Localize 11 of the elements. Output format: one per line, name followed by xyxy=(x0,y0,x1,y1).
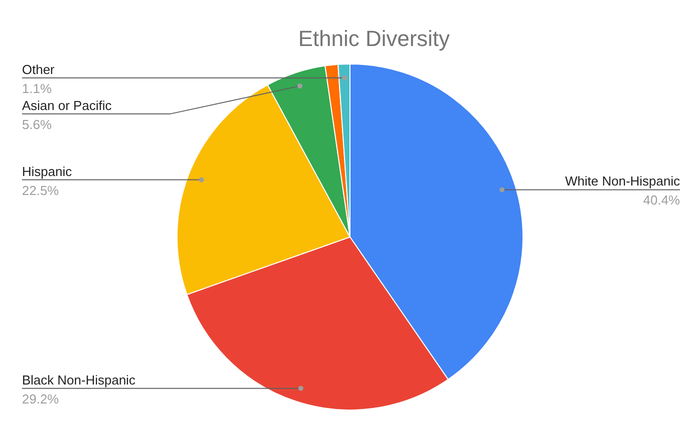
data-label: 1.1% xyxy=(22,80,52,96)
data-label: 40.4% xyxy=(643,192,680,208)
slice-label: Hispanic xyxy=(22,164,72,179)
slice-label: Black Non-Hispanic xyxy=(22,372,136,388)
data-label: 22.5% xyxy=(22,182,60,198)
data-label: 29.2% xyxy=(22,391,60,406)
chart-title: Ethnic Diversity xyxy=(298,26,450,51)
slice-label: Asian or Pacific xyxy=(22,98,112,113)
slice-label: White Non-Hispanic xyxy=(565,174,680,189)
slice-label: Other xyxy=(22,62,56,77)
data-label: 5.6% xyxy=(22,116,52,132)
